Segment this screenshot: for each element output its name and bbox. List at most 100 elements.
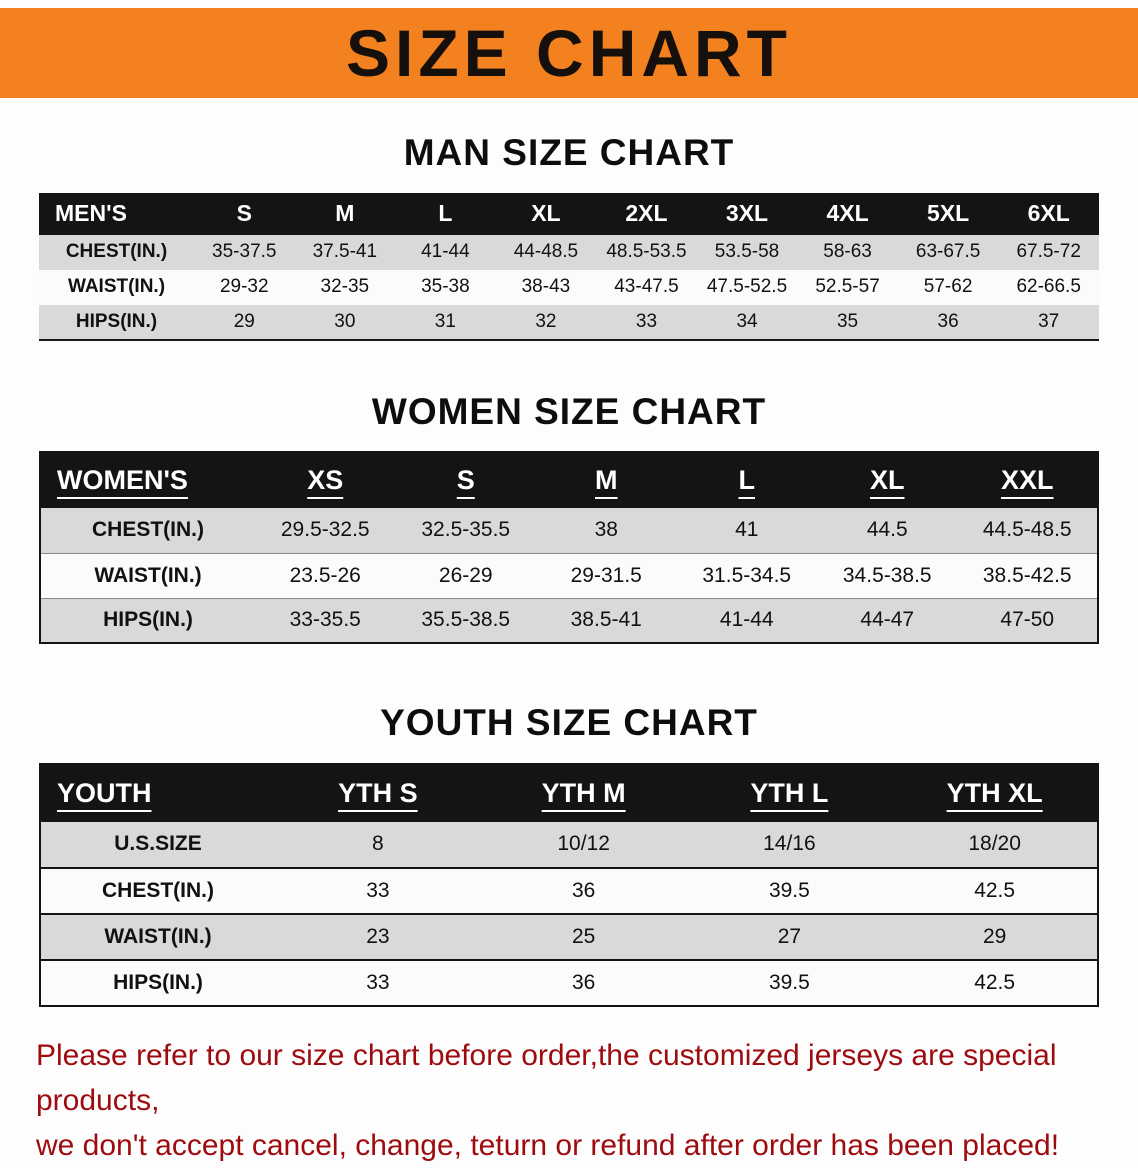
- men-cell-0-7: 63-67.5: [915, 241, 981, 263]
- women-column-header-4: L: [676, 452, 817, 509]
- men-section-heading: MAN SIZE CHART: [403, 132, 735, 173]
- men-column-header-9: 6XL: [998, 192, 1099, 235]
- men-cell-1-1: 32-35: [320, 276, 370, 298]
- men-cell-1-5: 47.5-52.5: [706, 276, 788, 298]
- banner-title: SIZE CHART: [346, 16, 792, 90]
- youth-cell-0-1: 10/12: [557, 832, 610, 856]
- women-table-row-2: HIPS(IN.) 33-35.5 35.5-38.5 38.5-41 41-44 44-…: [40, 598, 1098, 644]
- men-table-row-2: HIPS(IN.) 29 30 31 32 33 34 35 36 37: [39, 304, 1099, 340]
- women-row-label-1: WAIST(IN.): [94, 563, 202, 587]
- men-column-header-3: L: [395, 192, 496, 235]
- youth-cell-3-3: 42.5: [974, 970, 1016, 994]
- men-table-row-1: WAIST(IN.) 29-32 32-35 35-38 38-43 43-47.5 47.…: [39, 269, 1099, 305]
- youth-cell-0-2: 14/16: [763, 832, 816, 856]
- men-column-header-0: MEN'S: [39, 192, 194, 235]
- men-table-row-0: CHEST(IN.) 35-37.5 37.5-41 41-44 44-48.5 48.5…: [39, 234, 1099, 270]
- youth-row-label-3: HIPS(IN.): [113, 970, 203, 994]
- men-cell-1-0: 29-32: [219, 276, 269, 298]
- youth-cell-1-0: 33: [366, 878, 390, 902]
- women-cell-0-4: 44.5: [866, 518, 908, 542]
- order-notice-line-1: Please refer to our size chart before or…: [36, 1038, 1057, 1117]
- youth-section: YOUTH SIZE CHART YOUTH YTH S YTH M YTH L YTH…: [0, 702, 1138, 1007]
- men-cell-2-2: 31: [434, 310, 456, 332]
- youth-table-row-3: HIPS(IN.) 33 36 39.5 42.5: [40, 959, 1098, 1006]
- men-cell-2-8: 37: [1038, 310, 1060, 332]
- men-cell-0-3: 44-48.5: [513, 241, 579, 263]
- youth-row-label-1: CHEST(IN.): [102, 878, 214, 902]
- youth-size-table: YOUTH YTH S YTH M YTH L YTH XL U.S.SIZE 8 10/12…: [39, 762, 1099, 1007]
- women-column-header-6: XXL: [957, 452, 1098, 509]
- youth-cell-0-3: 18/20: [968, 832, 1021, 856]
- women-column-header-3: M: [536, 452, 677, 509]
- women-cell-2-5: 47-50: [1000, 608, 1055, 632]
- men-cell-2-1: 30: [334, 310, 356, 332]
- youth-row-label-2: WAIST(IN.): [104, 924, 212, 948]
- youth-cell-0-0: 8: [372, 832, 384, 856]
- women-cell-0-2: 38: [594, 518, 618, 542]
- women-cell-1-1: 26-29: [438, 563, 493, 587]
- women-cell-0-5: 44.5-48.5: [982, 518, 1072, 542]
- men-cell-2-0: 29: [233, 310, 255, 332]
- men-header-row: MEN'S S M L XL 2XL 3XL 4XL 5XL 6XL: [39, 192, 1099, 235]
- men-row-label-1: WAIST(IN.): [67, 276, 166, 298]
- women-table-row-0: CHEST(IN.) 29.5-32.5 32.5-35.5 38 41 44.5 44.5…: [40, 508, 1098, 554]
- men-column-header-7: 4XL: [797, 192, 898, 235]
- men-cell-1-6: 52.5-57: [815, 276, 880, 298]
- women-cell-1-2: 29-31.5: [570, 563, 642, 587]
- men-cell-1-8: 62-66.5: [1016, 276, 1081, 298]
- women-cell-2-0: 33-35.5: [289, 608, 361, 632]
- youth-cell-3-0: 33: [366, 970, 390, 994]
- men-cell-1-3: 38-43: [521, 276, 571, 298]
- women-cell-0-1: 32.5-35.5: [421, 518, 511, 542]
- women-cell-0-0: 29.5-32.5: [280, 518, 370, 542]
- men-section: MAN SIZE CHART MEN'S S M L XL 2XL 3XL 4XL 5XL 6XL…: [0, 132, 1138, 341]
- youth-cell-1-2: 39.5: [768, 878, 810, 902]
- men-cell-2-3: 32: [535, 310, 557, 332]
- women-cell-2-2: 38.5-41: [570, 608, 642, 632]
- youth-column-header-0: YOUTH: [40, 763, 275, 822]
- men-cell-0-6: 58-63: [823, 241, 872, 263]
- women-column-header-2: S: [395, 452, 536, 509]
- men-cell-0-0: 35-37.5: [212, 241, 277, 263]
- youth-column-header-4: YTH XL: [892, 763, 1098, 822]
- women-column-header-0: WOMEN'S: [40, 452, 255, 509]
- men-row-label-0: CHEST(IN.): [65, 241, 168, 263]
- women-column-header-1: XS: [255, 452, 396, 509]
- women-cell-2-1: 35.5-38.5: [421, 608, 511, 632]
- men-cell-0-2: 41-44: [421, 241, 470, 263]
- youth-column-header-2: YTH M: [480, 763, 687, 822]
- youth-cell-3-2: 39.5: [768, 970, 810, 994]
- women-cell-2-3: 41-44: [719, 608, 774, 632]
- men-column-header-1: S: [194, 192, 295, 235]
- men-cell-0-1: 37.5-41: [312, 241, 378, 263]
- youth-cell-2-2: 27: [777, 924, 802, 948]
- youth-table-row-0: U.S.SIZE 8 10/12 14/16 18/20: [40, 821, 1098, 868]
- youth-column-header-1: YTH S: [275, 763, 481, 822]
- men-cell-2-5: 34: [736, 310, 758, 332]
- women-size-table: WOMEN'S XS S M L XL XXL CHEST(IN.) 29.5-32.5 32.5…: [39, 451, 1099, 645]
- women-header-row: WOMEN'S XS S M L XL XXL: [40, 452, 1098, 509]
- youth-cell-2-0: 23: [366, 924, 390, 948]
- women-table-row-1: WAIST(IN.) 23.5-26 26-29 29-31.5 31.5-34.5 34…: [40, 553, 1098, 599]
- youth-cell-2-1: 25: [571, 924, 596, 948]
- youth-cell-3-1: 36: [571, 970, 596, 994]
- youth-cell-1-1: 36: [571, 878, 596, 902]
- youth-column-header-3: YTH L: [686, 763, 893, 822]
- men-row-label-2: HIPS(IN.): [75, 310, 158, 332]
- youth-table-row-1: CHEST(IN.) 33 36 39.5 42.5: [40, 867, 1098, 914]
- men-cell-1-2: 35-38: [421, 276, 470, 298]
- men-column-header-5: 2XL: [596, 192, 697, 235]
- banner: SIZE CHART: [0, 8, 1138, 98]
- women-cell-1-5: 38.5-42.5: [982, 563, 1072, 587]
- size-chart-page: SIZE CHART MAN SIZE CHART MEN'S S M L XL 2XL 3…: [0, 8, 1138, 1168]
- women-cell-1-4: 34.5-38.5: [842, 563, 932, 587]
- men-cell-2-6: 35: [836, 310, 859, 332]
- men-cell-2-7: 36: [937, 310, 959, 332]
- men-cell-0-4: 48.5-53.5: [606, 241, 687, 263]
- youth-table-row-2: WAIST(IN.) 23 25 27 29: [40, 913, 1098, 960]
- men-column-header-8: 5XL: [897, 192, 999, 235]
- men-cell-0-8: 67.5-72: [1016, 241, 1081, 263]
- youth-cell-1-3: 42.5: [974, 878, 1016, 902]
- women-section: WOMEN SIZE CHART WOMEN'S XS S M L XL XXL CHEST(…: [0, 391, 1138, 645]
- women-column-header-5: XL: [817, 452, 958, 509]
